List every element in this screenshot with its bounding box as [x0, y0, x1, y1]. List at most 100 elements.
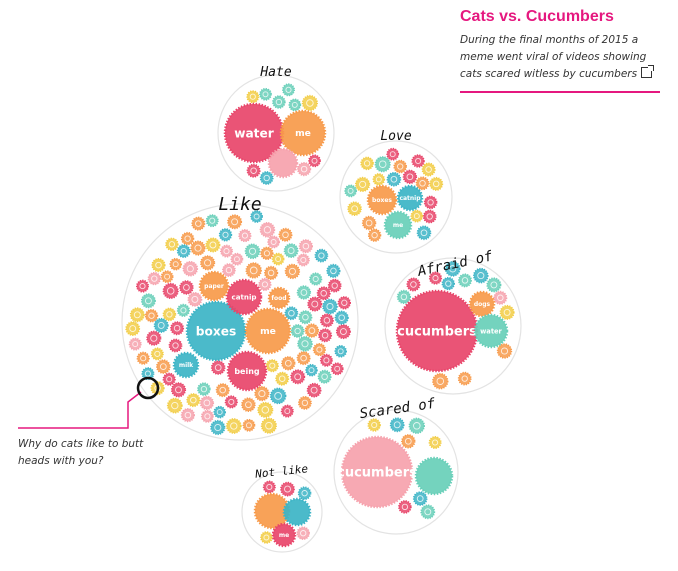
- question-bubble[interactable]: [428, 271, 443, 285]
- question-bubble[interactable]: [278, 227, 293, 242]
- question-bubble[interactable]: [129, 307, 145, 323]
- question-bubble[interactable]: [309, 272, 323, 286]
- topic-bubble[interactable]: [383, 210, 413, 240]
- question-bubble[interactable]: [267, 235, 280, 249]
- question-bubble[interactable]: [317, 369, 332, 384]
- question-bubble[interactable]: [170, 321, 185, 336]
- question-bubble[interactable]: [374, 156, 391, 173]
- question-bubble[interactable]: [290, 369, 306, 385]
- question-bubble[interactable]: [301, 94, 319, 112]
- topic-bubble[interactable]: [198, 270, 230, 302]
- question-bubble[interactable]: [334, 344, 348, 358]
- question-bubble[interactable]: [457, 273, 472, 288]
- topic-bubble[interactable]: [340, 435, 414, 509]
- question-bubble[interactable]: [259, 87, 272, 101]
- question-bubble[interactable]: [288, 98, 302, 112]
- question-bubble[interactable]: [259, 222, 276, 238]
- question-bubble[interactable]: [210, 360, 226, 375]
- question-bubble[interactable]: [187, 291, 203, 307]
- question-bubble[interactable]: [125, 321, 141, 336]
- question-bubble[interactable]: [401, 434, 416, 449]
- question-bubble[interactable]: [410, 209, 424, 223]
- question-bubble[interactable]: [144, 309, 159, 323]
- question-bubble[interactable]: [260, 246, 274, 261]
- topic-bubble[interactable]: [468, 290, 496, 318]
- question-bubble[interactable]: [398, 500, 412, 514]
- question-bubble[interactable]: [421, 162, 436, 177]
- topic-bubble[interactable]: [225, 278, 263, 316]
- question-bubble[interactable]: [280, 404, 294, 418]
- question-bubble[interactable]: [242, 418, 256, 432]
- question-bubble[interactable]: [260, 531, 273, 544]
- topic-bubble[interactable]: [279, 109, 327, 157]
- question-bubble[interactable]: [271, 252, 285, 266]
- question-bubble[interactable]: [304, 323, 320, 338]
- question-bubble[interactable]: [227, 214, 243, 230]
- question-bubble[interactable]: [420, 504, 436, 520]
- question-bubble[interactable]: [260, 417, 278, 434]
- question-bubble[interactable]: [275, 371, 290, 386]
- question-bubble[interactable]: [361, 215, 377, 231]
- question-bubble[interactable]: [153, 317, 169, 333]
- question-bubble[interactable]: [160, 270, 174, 284]
- topic-bubble[interactable]: [414, 456, 454, 496]
- question-bubble[interactable]: [162, 307, 177, 322]
- question-bubble[interactable]: [151, 258, 166, 273]
- question-bubble[interactable]: [281, 83, 295, 97]
- topic-bubble[interactable]: [244, 307, 292, 355]
- highlighted-question-bubble[interactable]: [136, 376, 160, 400]
- question-bubble[interactable]: [180, 408, 195, 423]
- question-bubble[interactable]: [182, 260, 199, 277]
- question-bubble[interactable]: [210, 419, 226, 436]
- question-bubble[interactable]: [166, 397, 183, 414]
- question-bubble[interactable]: [179, 280, 194, 295]
- question-bubble[interactable]: [298, 310, 313, 325]
- question-bubble[interactable]: [244, 243, 261, 260]
- question-bubble[interactable]: [199, 395, 215, 411]
- question-bubble[interactable]: [168, 338, 183, 353]
- question-bubble[interactable]: [386, 147, 400, 161]
- question-bubble[interactable]: [496, 343, 513, 359]
- question-bubble[interactable]: [215, 383, 230, 398]
- question-bubble[interactable]: [344, 184, 357, 198]
- question-bubble[interactable]: [170, 382, 187, 398]
- question-bubble[interactable]: [393, 159, 408, 174]
- topic-bubble[interactable]: [226, 350, 268, 392]
- question-bubble[interactable]: [319, 313, 334, 328]
- question-bubble[interactable]: [322, 298, 338, 315]
- topic-bubble[interactable]: [282, 497, 312, 527]
- question-bubble[interactable]: [283, 243, 299, 258]
- question-bubble[interactable]: [415, 176, 430, 191]
- question-bubble[interactable]: [337, 296, 351, 310]
- question-bubble[interactable]: [140, 293, 156, 309]
- question-bubble[interactable]: [298, 239, 314, 254]
- question-bubble[interactable]: [280, 481, 295, 497]
- question-bubble[interactable]: [146, 330, 162, 346]
- question-bubble[interactable]: [246, 163, 261, 178]
- question-bubble[interactable]: [422, 209, 437, 224]
- question-bubble[interactable]: [297, 162, 312, 177]
- question-bubble[interactable]: [176, 244, 191, 258]
- question-bubble[interactable]: [191, 216, 206, 231]
- question-bubble[interactable]: [136, 351, 150, 365]
- question-bubble[interactable]: [499, 304, 515, 320]
- question-bubble[interactable]: [136, 279, 150, 293]
- question-bubble[interactable]: [200, 409, 214, 423]
- question-bubble[interactable]: [265, 359, 279, 373]
- question-bubble[interactable]: [150, 347, 164, 361]
- question-bubble[interactable]: [367, 228, 382, 242]
- question-bubble[interactable]: [272, 95, 286, 109]
- question-bubble[interactable]: [180, 231, 195, 246]
- question-bubble[interactable]: [335, 324, 351, 340]
- question-bubble[interactable]: [241, 397, 256, 413]
- question-bubble[interactable]: [297, 335, 313, 352]
- question-bubble[interactable]: [220, 244, 234, 258]
- question-bubble[interactable]: [472, 267, 489, 284]
- question-bubble[interactable]: [258, 277, 272, 292]
- question-bubble[interactable]: [281, 356, 296, 371]
- question-bubble[interactable]: [355, 176, 371, 192]
- question-bubble[interactable]: [230, 252, 244, 266]
- question-bubble[interactable]: [197, 382, 211, 396]
- question-bubble[interactable]: [389, 417, 405, 433]
- question-bubble[interactable]: [428, 435, 442, 449]
